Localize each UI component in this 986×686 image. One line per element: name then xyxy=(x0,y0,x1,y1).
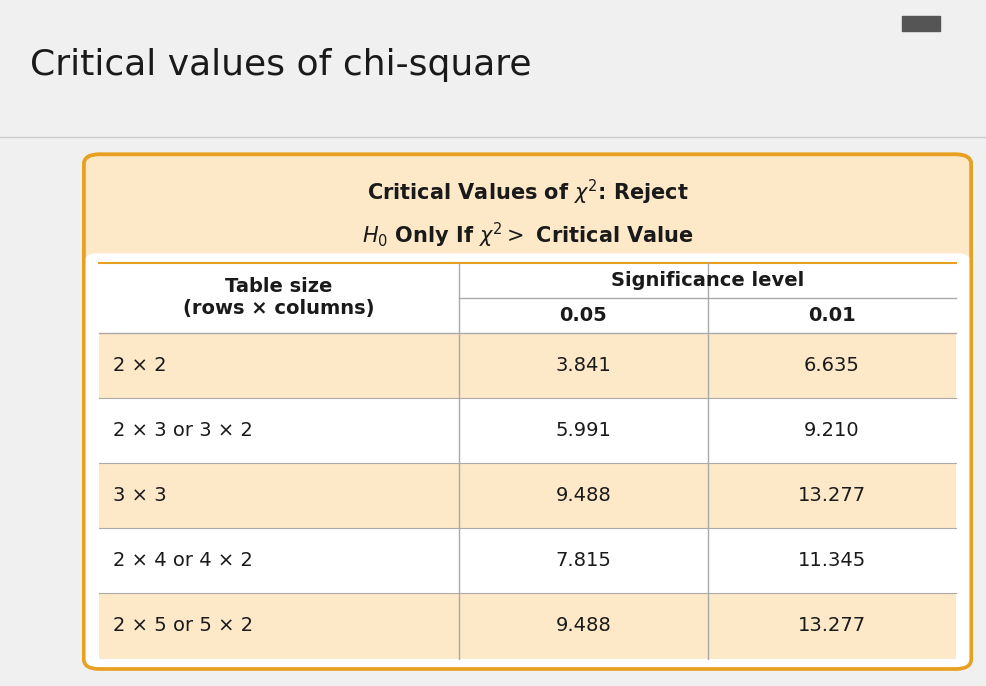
Text: Table size
(rows × columns): Table size (rows × columns) xyxy=(183,278,375,318)
Text: 2 × 2: 2 × 2 xyxy=(113,355,167,375)
Bar xyxy=(99,463,956,528)
Text: 5.991: 5.991 xyxy=(555,421,611,440)
Bar xyxy=(99,593,956,659)
Text: Critical Values of $\chi^2$: Reject
$H_0$ Only If $\chi^2 >$ Critical Value: Critical Values of $\chi^2$: Reject $H_0… xyxy=(362,178,693,250)
Bar xyxy=(902,16,940,31)
FancyBboxPatch shape xyxy=(84,154,971,669)
Text: Critical values of chi-square: Critical values of chi-square xyxy=(30,48,531,82)
Text: 3 × 3: 3 × 3 xyxy=(113,486,167,505)
Text: 2 × 3 or 3 × 2: 2 × 3 or 3 × 2 xyxy=(113,421,253,440)
Text: 13.277: 13.277 xyxy=(798,617,866,635)
FancyBboxPatch shape xyxy=(84,253,971,669)
Text: 3.841: 3.841 xyxy=(555,355,611,375)
Text: 0.01: 0.01 xyxy=(809,306,856,324)
Text: 9.210: 9.210 xyxy=(805,421,860,440)
Text: 13.277: 13.277 xyxy=(798,486,866,505)
Bar xyxy=(99,333,956,398)
Text: 9.488: 9.488 xyxy=(555,486,611,505)
Text: 11.345: 11.345 xyxy=(798,552,866,570)
Text: 9.488: 9.488 xyxy=(555,617,611,635)
Text: 0.05: 0.05 xyxy=(559,306,607,324)
Text: 6.635: 6.635 xyxy=(805,355,860,375)
Text: 7.815: 7.815 xyxy=(555,552,611,570)
Text: Significance level: Significance level xyxy=(611,271,805,290)
Text: 2 × 4 or 4 × 2: 2 × 4 or 4 × 2 xyxy=(113,552,253,570)
Text: 2 × 5 or 5 × 2: 2 × 5 or 5 × 2 xyxy=(113,617,253,635)
